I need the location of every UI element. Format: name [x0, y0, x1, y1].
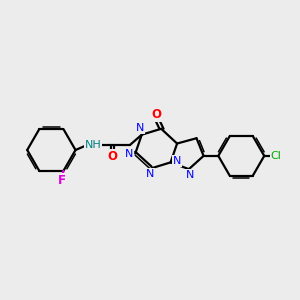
Text: N: N: [124, 148, 133, 158]
Text: N: N: [136, 123, 145, 133]
Text: O: O: [151, 108, 161, 121]
Text: Cl: Cl: [271, 151, 281, 161]
Text: F: F: [58, 174, 66, 187]
Text: N: N: [173, 156, 181, 166]
Text: NH: NH: [85, 140, 101, 150]
Text: O: O: [107, 150, 117, 163]
Text: N: N: [186, 170, 194, 180]
Text: N: N: [146, 169, 154, 179]
